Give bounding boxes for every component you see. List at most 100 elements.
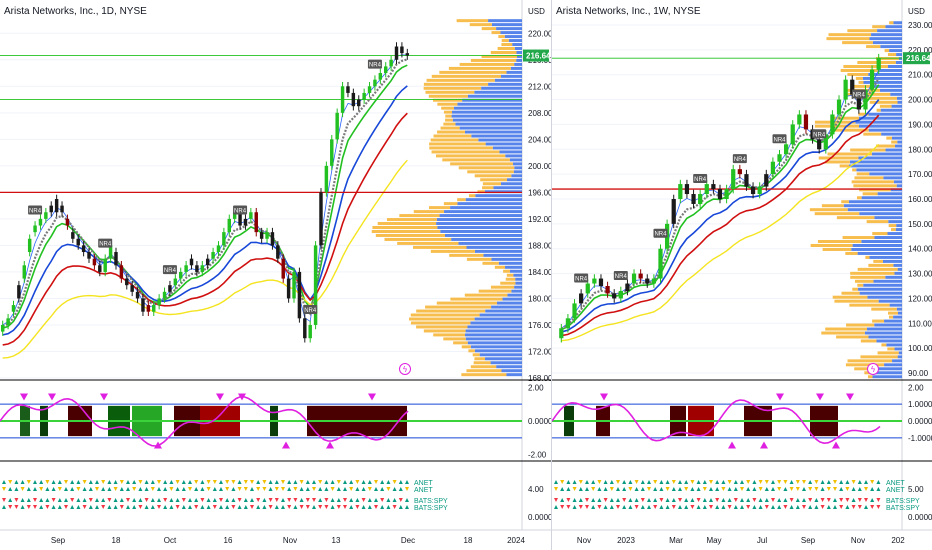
- candle-body: [195, 265, 199, 272]
- symbol-signal-triangle: [163, 487, 168, 491]
- symbol-signal-triangle: [808, 498, 813, 502]
- symbol-signal-triangle: [70, 498, 75, 502]
- symbol-signal-triangle: [690, 487, 695, 491]
- symbol-signal-triangle: [603, 487, 608, 491]
- volume-profile-bar: [876, 339, 902, 343]
- osc-signal-triangle: [154, 441, 162, 449]
- osc-curve: [0, 395, 409, 447]
- volume-profile-bar: [853, 184, 897, 188]
- volume-profile-bar: [842, 236, 875, 240]
- daily-chart-canvas[interactable]: 220.00216.00212.00208.00204.00200.00196.…: [0, 0, 551, 550]
- volume-profile-bar: [863, 132, 882, 136]
- osc-signal-triangle: [282, 441, 290, 449]
- symbol-signal-triangle: [591, 487, 596, 491]
- volume-profile-bar: [440, 126, 460, 130]
- osc-axis-label: -1.0000: [908, 434, 932, 443]
- symbol-axis-label: 5.00: [908, 485, 924, 494]
- symbol-signal-triangle: [771, 480, 775, 484]
- volume-profile-bar: [467, 341, 522, 345]
- symbol-signal-triangle: [8, 487, 13, 491]
- volume-profile-bar: [491, 31, 501, 35]
- chart-pane-daily[interactable]: Arista Networks, Inc., 1D, NYSE 220.00 21…: [0, 0, 552, 550]
- volume-profile-bar: [891, 136, 902, 140]
- symbol-signal-triangle: [578, 505, 583, 509]
- volume-profile-bar: [834, 128, 869, 132]
- volume-profile-bar: [502, 297, 522, 301]
- symbol-signal-triangle: [262, 480, 267, 484]
- ema-gray-line: [2, 58, 408, 328]
- symbol-signal-triangle: [2, 487, 6, 491]
- lightning-icon-glyph: ϟ: [402, 365, 407, 374]
- symbol-signal-triangle: [795, 498, 800, 502]
- chart-pane-weekly[interactable]: Arista Networks, Inc., 1W, NYSE 230.00 22…: [552, 0, 932, 550]
- last-price-label: 216.64: [526, 52, 551, 61]
- volume-profile-bar: [862, 76, 902, 80]
- volume-profile-bar: [425, 305, 492, 309]
- lightning-icon-glyph: ϟ: [870, 365, 875, 374]
- symbol-signal-triangle: [622, 487, 627, 491]
- volume-profile-bar: [839, 164, 850, 168]
- time-axis-label: May: [706, 536, 721, 545]
- volume-profile-bar: [845, 363, 885, 367]
- symbol-signal-triangle: [324, 487, 329, 491]
- candle-body: [579, 293, 584, 304]
- candle-body: [770, 161, 776, 175]
- symbol-signal-triangle: [88, 487, 93, 491]
- candle-body: [671, 199, 676, 224]
- volume-profile-bar: [880, 108, 902, 112]
- symbol-signal-triangle: [336, 498, 341, 502]
- volume-profile-bar: [864, 331, 902, 335]
- symbol-signal-triangle: [653, 487, 658, 491]
- candle-body: [631, 273, 637, 284]
- symbol-signal-triangle: [876, 498, 881, 502]
- symbol-signal-triangle: [138, 505, 143, 509]
- nr4-marker-label: NR4: [304, 308, 317, 314]
- osc-curve: [552, 399, 881, 445]
- volume-profile-bar: [474, 174, 512, 178]
- symbol-signal-triangle: [163, 498, 168, 502]
- symbol-signal-triangle: [343, 498, 347, 502]
- volume-profile-bar: [877, 68, 902, 72]
- symbol-signal-triangle: [709, 498, 713, 502]
- symbol-signal-triangle: [783, 480, 788, 484]
- volume-profile-bar: [853, 84, 870, 88]
- symbol-signal-triangle: [237, 480, 242, 484]
- symbol-signal-triangle: [597, 487, 602, 491]
- volume-profile-bar: [864, 371, 873, 375]
- volume-profile-bar: [884, 319, 902, 323]
- candle-body: [346, 86, 350, 93]
- symbol-signal-triangle: [113, 480, 118, 484]
- volume-profile-bar: [431, 74, 502, 78]
- volume-profile-bar: [860, 339, 877, 343]
- symbol-signal-triangle: [8, 480, 13, 484]
- volume-profile-bar: [896, 53, 902, 57]
- symbol-signal-triangle: [740, 487, 744, 491]
- symbol-signal-triangle: [150, 498, 155, 502]
- symbol-signal-triangle: [380, 480, 385, 484]
- volume-profile-bar: [479, 353, 522, 357]
- symbol-signal-triangle: [293, 498, 298, 502]
- symbol-signal-triangle: [857, 487, 862, 491]
- volume-profile-bar: [893, 315, 902, 319]
- symbol-signal-triangle: [752, 505, 757, 509]
- volume-profile-bar: [850, 271, 895, 275]
- volume-profile-bar: [857, 61, 896, 65]
- symbol-signal-triangle: [107, 505, 112, 509]
- symbol-signal-triangle: [225, 480, 230, 484]
- symbol-signal-triangle: [26, 487, 31, 491]
- symbol-signal-triangle: [702, 480, 707, 484]
- symbol-signal-triangle: [845, 505, 850, 509]
- symbol-signal-triangle: [287, 480, 292, 484]
- volume-profile-bar: [857, 267, 898, 271]
- weekly-chart-canvas[interactable]: 230.00 220.00 210.00 200.00 190.00 180.00 170.…: [552, 0, 932, 550]
- symbol-signal-triangle: [14, 498, 19, 502]
- volume-profile-bar: [465, 329, 522, 333]
- volume-profile-bar: [386, 218, 437, 222]
- volume-profile-bar: [879, 88, 902, 92]
- symbol-signal-triangle: [132, 505, 137, 509]
- volume-profile-bar: [828, 33, 872, 37]
- symbol-signal-triangle: [671, 487, 676, 491]
- symbol-signal-triangle: [876, 480, 881, 484]
- candle-body: [65, 218, 70, 226]
- candle-body: [678, 184, 683, 199]
